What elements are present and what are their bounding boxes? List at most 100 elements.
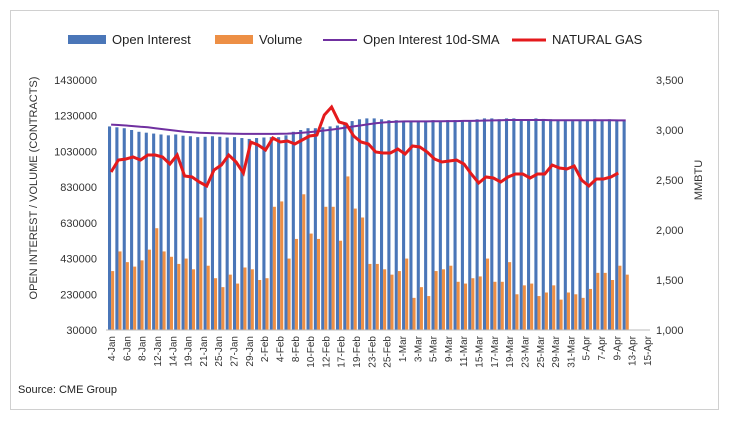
x-tick-label: 29-Jan bbox=[245, 336, 256, 367]
x-tick-label: 11-Mar bbox=[459, 335, 470, 367]
volume-bar bbox=[309, 233, 313, 330]
x-tick-label: 4-Jan bbox=[107, 336, 118, 361]
right-tick-label: 3,000 bbox=[656, 125, 684, 137]
open-interest-bar bbox=[196, 137, 200, 330]
volume-bar bbox=[294, 238, 298, 330]
x-tick-label: 8-Jan bbox=[138, 336, 149, 361]
volume-bar bbox=[566, 292, 570, 330]
x-tick-label: 31-Mar bbox=[566, 335, 577, 367]
open-interest-bar bbox=[563, 121, 567, 330]
open-interest-bar bbox=[321, 127, 325, 330]
volume-bar bbox=[456, 281, 460, 330]
volume-bar bbox=[361, 217, 365, 330]
left-tick-label: 1030000 bbox=[54, 146, 97, 158]
open-interest-bar bbox=[130, 130, 134, 330]
open-interest-bar bbox=[549, 119, 553, 331]
open-interest-bar bbox=[262, 137, 266, 330]
open-interest-bar bbox=[166, 135, 170, 330]
open-interest-bar bbox=[108, 126, 112, 330]
volume-bar bbox=[324, 206, 328, 330]
open-interest-bar bbox=[115, 127, 119, 330]
x-tick-label: 15-Apr bbox=[643, 335, 654, 366]
open-interest-bar bbox=[122, 128, 126, 330]
open-interest-bar bbox=[460, 121, 464, 330]
x-tick-label: 9-Mar bbox=[444, 335, 455, 362]
open-interest-bar bbox=[527, 119, 531, 331]
legend-label: NATURAL GAS bbox=[552, 32, 643, 47]
x-tick-label: 1-Mar bbox=[398, 335, 409, 362]
volume-bar bbox=[368, 263, 372, 330]
open-interest-bar bbox=[343, 123, 347, 330]
x-tick-label: 23-Mar bbox=[520, 335, 531, 367]
volume-bar bbox=[331, 206, 335, 330]
x-tick-label: 12-Jan bbox=[153, 336, 164, 367]
volume-bar bbox=[221, 287, 225, 330]
open-interest-sma-line bbox=[111, 119, 626, 135]
volume-bar bbox=[405, 258, 409, 330]
volume-bar bbox=[463, 283, 468, 330]
open-interest-bar bbox=[504, 118, 509, 331]
volume-bar bbox=[162, 251, 166, 330]
volume-bar bbox=[184, 258, 188, 330]
volume-bar bbox=[346, 176, 350, 330]
open-interest-bar bbox=[512, 118, 516, 331]
open-interest-bar bbox=[482, 118, 487, 331]
volume-bar bbox=[581, 297, 585, 330]
volume-bar bbox=[206, 265, 210, 330]
volume-bar bbox=[449, 265, 453, 330]
left-tick-label: 30000 bbox=[66, 325, 97, 337]
volume-bar bbox=[493, 281, 497, 330]
volume-bar bbox=[625, 274, 629, 330]
volume-bar bbox=[530, 283, 534, 330]
volume-bar bbox=[397, 271, 401, 330]
x-tick-label: 3-Mar bbox=[413, 335, 424, 362]
open-interest-bar bbox=[424, 121, 428, 330]
open-interest-bar bbox=[159, 134, 163, 330]
volume-bar bbox=[125, 262, 129, 330]
open-interest-bar bbox=[225, 137, 229, 330]
x-tick-label: 8-Feb bbox=[291, 336, 302, 363]
open-interest-bar bbox=[556, 120, 560, 330]
open-interest-bar bbox=[277, 137, 281, 330]
open-interest-bar bbox=[615, 120, 619, 330]
open-interest-bar bbox=[174, 134, 178, 330]
open-interest-bar bbox=[247, 138, 251, 330]
open-interest-bar bbox=[255, 138, 259, 330]
volume-bar bbox=[574, 294, 578, 330]
volume-bar bbox=[140, 260, 144, 330]
open-interest-bar bbox=[468, 120, 472, 330]
volume-bar bbox=[265, 278, 269, 330]
x-axis-labels: 4-Jan 6-Jan 8-Jan 12-Jan 14-Jan 19-Jan 21-Jan 2… bbox=[107, 335, 654, 367]
open-interest-bar bbox=[571, 121, 575, 330]
natural-gas-line bbox=[109, 104, 620, 189]
x-tick-label: 27-Jan bbox=[230, 336, 241, 367]
volume-bar bbox=[118, 251, 122, 330]
legend-label: Open Interest 10d-SMA bbox=[363, 32, 500, 47]
volume-bar bbox=[258, 280, 262, 330]
open-interest-bar bbox=[519, 119, 523, 331]
open-interest-bar bbox=[380, 119, 384, 331]
open-interest-bar bbox=[203, 136, 207, 330]
volume-bar bbox=[478, 276, 482, 330]
open-interest-bar bbox=[387, 120, 391, 330]
x-tick-label: 6-Jan bbox=[122, 336, 133, 361]
open-interest-bar bbox=[350, 121, 354, 330]
open-interest-bar bbox=[152, 133, 156, 330]
x-tick-label: 12-Feb bbox=[321, 336, 332, 368]
volume-bar bbox=[588, 288, 593, 330]
volume-bar bbox=[596, 272, 600, 330]
volume-bar bbox=[236, 283, 240, 330]
open-interest-bar bbox=[181, 135, 185, 330]
left-axis-title: OPEN INTEREST / VOLUME (CONTRACTS) bbox=[28, 77, 40, 300]
left-tick-label: 630000 bbox=[60, 218, 97, 230]
open-interest-bar bbox=[541, 118, 545, 330]
left-tick-label: 230000 bbox=[60, 289, 97, 301]
volume-bar bbox=[552, 285, 556, 330]
right-axis-title: MMBTU bbox=[693, 160, 705, 200]
open-interest-bar bbox=[409, 121, 413, 330]
right-tick-label: 1,500 bbox=[656, 275, 684, 287]
open-interest-bar bbox=[240, 138, 244, 330]
volume-bar bbox=[353, 208, 357, 330]
x-tick-label: 9-Apr bbox=[612, 335, 623, 360]
